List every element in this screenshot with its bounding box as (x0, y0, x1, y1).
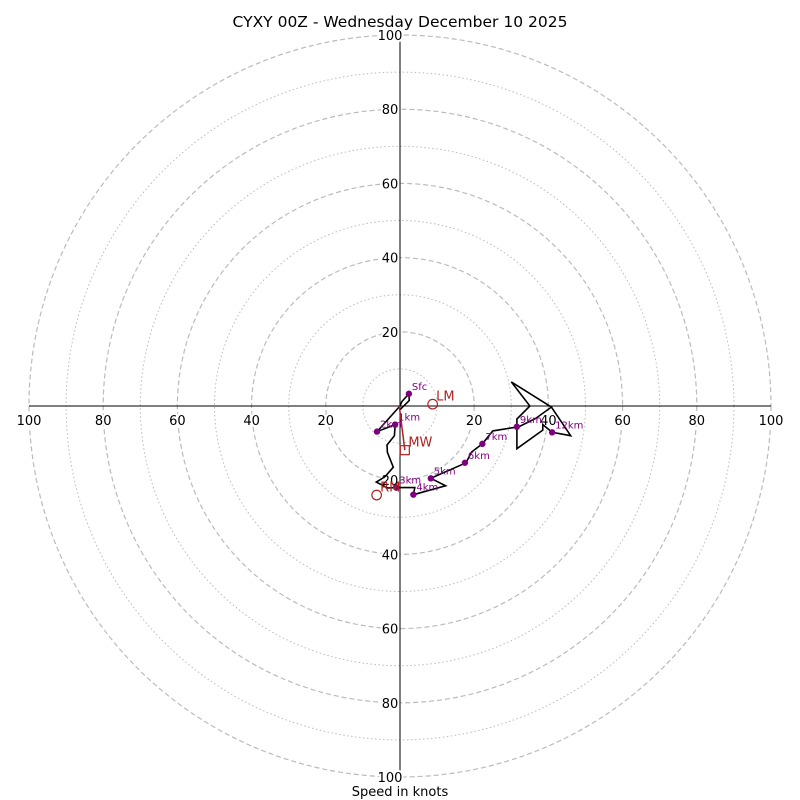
tick-label-left: 40 (243, 414, 260, 429)
storm-motion-circle (427, 398, 439, 410)
tick-label-left: 100 (17, 414, 42, 429)
tick-label-left: 20 (318, 414, 335, 429)
storm-motion-label: RM (380, 481, 400, 496)
height-marker-label: 3km (399, 476, 421, 487)
height-marker-label: Sfc (412, 382, 427, 393)
height-marker-dot (373, 428, 381, 435)
mean-wind-square (399, 445, 410, 456)
tick-label-up: 80 (382, 103, 399, 118)
height-marker-dot (393, 484, 400, 491)
height-marker-dot (405, 390, 413, 397)
tick-label-up: 40 (382, 252, 399, 267)
storm-motion-circle (371, 489, 383, 501)
height-marker-label: 12km (555, 420, 583, 431)
height-marker-dot (427, 475, 434, 482)
x-axis-label: Speed in knots (352, 785, 449, 800)
height-marker-dot (548, 429, 556, 436)
height-marker-label: 1km (398, 413, 420, 424)
height-marker-label: 6km (468, 451, 490, 462)
tick-label-right: 100 (759, 414, 784, 429)
height-marker-label: 7km (485, 432, 507, 443)
tick-labels: 2020202040404040606060608080808010010010… (15, 27, 786, 788)
height-marker-label: 9km (520, 415, 542, 426)
tick-label-right: 60 (614, 414, 631, 429)
tick-label-down: 100 (378, 771, 403, 786)
height-marker-label: 2km (380, 420, 402, 431)
storm-motion-label: LM (436, 390, 454, 405)
height-marker-label: 4km (416, 483, 438, 494)
tick-label-down: 80 (382, 697, 399, 712)
tick-label-up: 100 (378, 29, 403, 44)
tick-label-up: 60 (382, 177, 399, 192)
storm-motion-points: LM RM MW (371, 390, 455, 501)
tick-label-left: 80 (95, 414, 112, 429)
storm-motion-label: MW (408, 436, 432, 451)
height-marker-dot (513, 423, 521, 430)
height-marker-dot (410, 491, 417, 498)
height-marker-dot (479, 440, 486, 448)
tick-label-up: 20 (382, 326, 399, 341)
shear-vector (398, 405, 406, 451)
height-marker-dot (391, 421, 399, 428)
tick-label-left: 60 (169, 414, 186, 429)
height-marker-label: 5km (434, 466, 456, 477)
tick-label-down: 60 (382, 623, 399, 638)
chart-title: CYXY 00Z - Wednesday December 10 2025 (233, 13, 568, 31)
tick-label-right: 20 (466, 414, 483, 429)
tick-label-right: 80 (689, 414, 706, 429)
height-marker-dot (461, 459, 469, 466)
tick-label-down: 40 (382, 548, 399, 563)
